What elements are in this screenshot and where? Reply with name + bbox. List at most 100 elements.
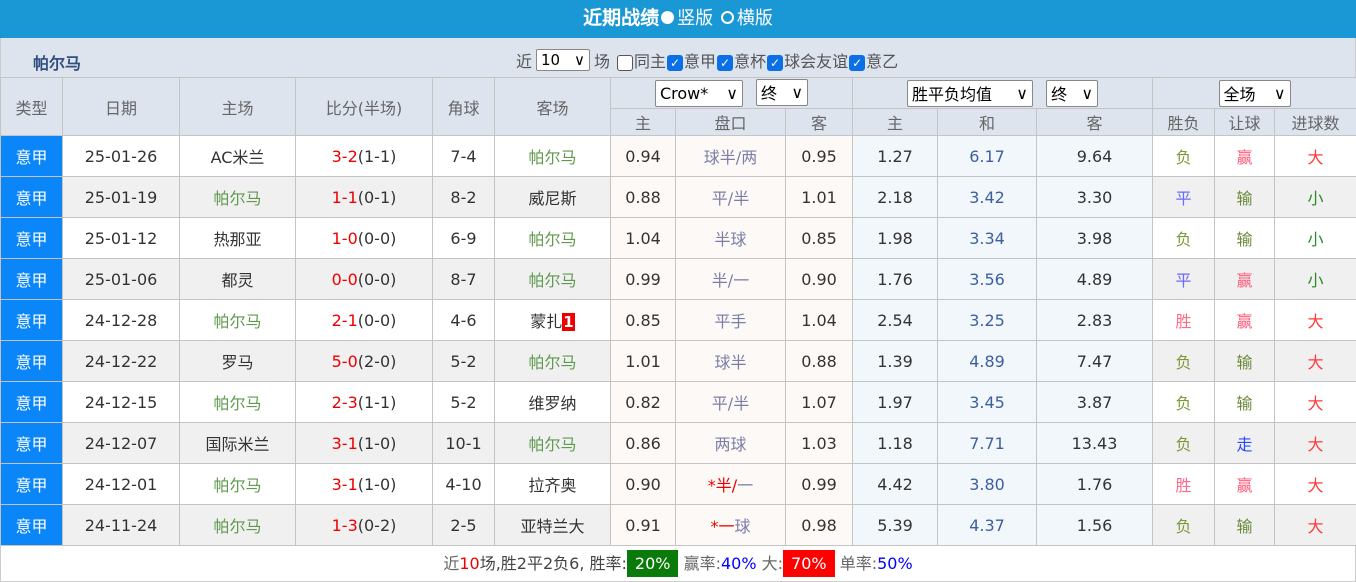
away-team[interactable]: 帕尔马 xyxy=(495,423,611,464)
handicap-away: 0.98 xyxy=(786,505,853,546)
radio-vertical[interactable] xyxy=(661,11,674,24)
odds-phase-select[interactable]: 终∨ xyxy=(1046,80,1098,107)
away-team[interactable]: 帕尔马 xyxy=(495,136,611,177)
checkbox-icon[interactable]: ✓ xyxy=(767,55,783,71)
table-row: 意甲 25-01-06 都灵 0-0(0-0) 8-7 帕尔马 0.99 半/一… xyxy=(1,259,1356,300)
home-team[interactable]: AC米兰 xyxy=(180,136,296,177)
odds-draw: 7.71 xyxy=(938,423,1037,464)
handicap-home: 0.99 xyxy=(611,259,676,300)
handicap-line-text: 球半 xyxy=(714,349,746,373)
odds-draw: 3.56 xyxy=(938,259,1037,300)
league-cell[interactable]: 意甲 xyxy=(1,341,63,382)
score-cell: 3-1(1-0) xyxy=(296,423,433,464)
league-cell[interactable]: 意甲 xyxy=(1,423,63,464)
odds-draw: 6.17 xyxy=(938,136,1037,177)
away-team[interactable]: 帕尔马 xyxy=(495,259,611,300)
corner-cell: 7-4 xyxy=(433,136,495,177)
handicap-away: 0.99 xyxy=(786,464,853,505)
handicap-header: Crow*∨ 终∨ xyxy=(611,78,853,109)
handicap-home: 0.94 xyxy=(611,136,676,177)
league-cell[interactable]: 意甲 xyxy=(1,464,63,505)
odds-loss: 3.30 xyxy=(1037,177,1153,218)
checkbox-icon[interactable]: ✓ xyxy=(667,55,683,71)
odds-win: 1.27 xyxy=(853,136,938,177)
handicap-line: *半/一 xyxy=(676,464,786,505)
away-team[interactable]: 拉齐奥 xyxy=(495,464,611,505)
away-team[interactable]: 维罗纳 xyxy=(495,382,611,423)
filter-checkbox[interactable]: 同主 xyxy=(616,52,666,71)
home-team[interactable]: 帕尔马 xyxy=(180,464,296,505)
away-team[interactable]: 威尼斯 xyxy=(495,177,611,218)
filter-checkbox[interactable]: ✓球会友谊 xyxy=(766,52,848,71)
league-cell[interactable]: 意甲 xyxy=(1,382,63,423)
away-team[interactable]: 帕尔马 xyxy=(495,341,611,382)
result-cell: 平 xyxy=(1153,259,1215,300)
match-count-select[interactable]: 10∨ xyxy=(536,49,590,71)
home-team[interactable]: 帕尔马 xyxy=(180,505,296,546)
away-team[interactable]: 帕尔马 xyxy=(495,218,611,259)
home-team[interactable]: 帕尔马 xyxy=(180,300,296,341)
odds-win: 4.42 xyxy=(853,464,938,505)
league-cell[interactable]: 意甲 xyxy=(1,136,63,177)
goals-result: 大 xyxy=(1275,505,1356,546)
table-row: 意甲 24-12-07 国际米兰 3-1(1-0) 10-1 帕尔马 0.86 … xyxy=(1,423,1356,464)
result-cell: 负 xyxy=(1153,423,1215,464)
home-team[interactable]: 热那亚 xyxy=(180,218,296,259)
radio-vertical-label[interactable]: 竖版 xyxy=(677,8,713,29)
subcol: 和 xyxy=(938,109,1037,136)
handicap-result: 输 xyxy=(1215,218,1275,259)
filter-checkbox[interactable]: ✓意乙 xyxy=(848,52,898,71)
result-cell: 负 xyxy=(1153,382,1215,423)
score-cell: 3-2(1-1) xyxy=(296,136,433,177)
home-team[interactable]: 帕尔马 xyxy=(180,382,296,423)
col-home: 主场 xyxy=(180,78,296,136)
odds-type-select[interactable]: 胜平负均值∨ xyxy=(907,80,1033,107)
checkbox-icon[interactable]: ✓ xyxy=(849,55,865,71)
handicap-phase-select[interactable]: 终∨ xyxy=(756,79,808,106)
handicap-home: 0.90 xyxy=(611,464,676,505)
odds-draw: 3.42 xyxy=(938,177,1037,218)
subcol: 主 xyxy=(611,109,676,136)
goals-result: 小 xyxy=(1275,218,1356,259)
filter-checkbox[interactable]: ✓意甲 xyxy=(666,52,716,71)
handicap-line: 平/半 xyxy=(676,382,786,423)
title-bar: 近期战绩竖版 横版 xyxy=(0,0,1356,38)
league-cell[interactable]: 意甲 xyxy=(1,177,63,218)
big-rate-badge: 70% xyxy=(783,550,835,577)
away-team[interactable]: 亚特兰大 xyxy=(495,505,611,546)
handicap-line: 平/半 xyxy=(676,177,786,218)
odds-loss: 3.98 xyxy=(1037,218,1153,259)
home-team[interactable]: 罗马 xyxy=(180,341,296,382)
checkbox-icon[interactable]: ✓ xyxy=(717,55,733,71)
goals-result: 大 xyxy=(1275,300,1356,341)
league-cell[interactable]: 意甲 xyxy=(1,505,63,546)
goals-result: 大 xyxy=(1275,136,1356,177)
away-team[interactable]: 蒙扎1 xyxy=(495,300,611,341)
col-score: 比分(半场) xyxy=(296,78,433,136)
score-cell: 1-0(0-0) xyxy=(296,218,433,259)
handicap-line-text: 平手 xyxy=(714,308,746,332)
home-team[interactable]: 帕尔马 xyxy=(180,177,296,218)
odds-win: 2.54 xyxy=(853,300,938,341)
unit-label: 场 xyxy=(594,48,610,72)
handicap-result: 输 xyxy=(1215,177,1275,218)
radio-horizontal-label[interactable]: 横版 xyxy=(737,8,773,29)
league-cell[interactable]: 意甲 xyxy=(1,218,63,259)
league-cell[interactable]: 意甲 xyxy=(1,300,63,341)
table-row: 意甲 24-12-01 帕尔马 3-1(1-0) 4-10 拉齐奥 0.90 *… xyxy=(1,464,1356,505)
score-cell: 2-3(1-1) xyxy=(296,382,433,423)
radio-horizontal[interactable] xyxy=(721,11,734,24)
period-select[interactable]: 全场∨ xyxy=(1219,80,1291,107)
subcol: 进球数 xyxy=(1275,109,1356,136)
league-cell[interactable]: 意甲 xyxy=(1,259,63,300)
date-cell: 24-12-01 xyxy=(63,464,180,505)
filter-checkbox[interactable]: ✓意杯 xyxy=(716,52,766,71)
checkbox-label: 同主 xyxy=(634,52,666,71)
date-cell: 24-12-28 xyxy=(63,300,180,341)
home-team[interactable]: 都灵 xyxy=(180,259,296,300)
checkbox-icon[interactable] xyxy=(617,55,633,71)
goals-result: 大 xyxy=(1275,382,1356,423)
company-select[interactable]: Crow*∨ xyxy=(655,80,743,107)
corner-cell: 5-2 xyxy=(433,341,495,382)
home-team[interactable]: 国际米兰 xyxy=(180,423,296,464)
